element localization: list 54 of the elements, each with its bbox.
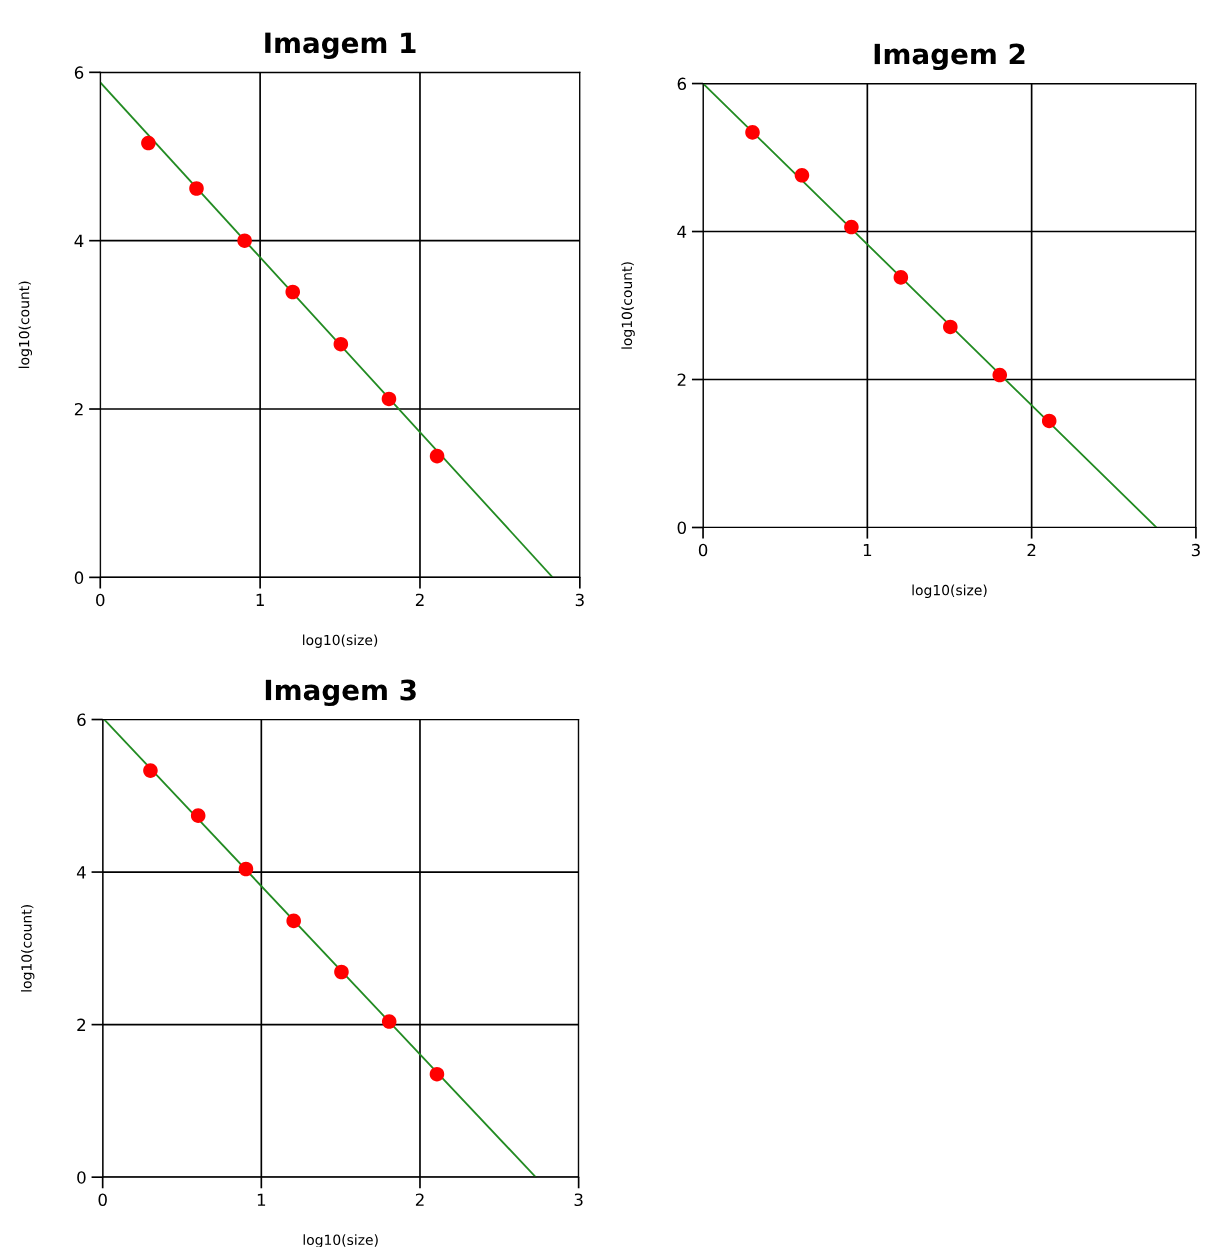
chart-title: Imagem 1	[265, 32, 416, 59]
y-tick-label: 6	[677, 77, 687, 91]
x-tick-label: 0	[98, 1193, 107, 1207]
chart-title: Imagem 2	[874, 43, 1025, 71]
y-tick-label: 2	[74, 402, 83, 416]
y-tick-label: 2	[77, 1018, 86, 1031]
point	[143, 763, 158, 778]
y-tick-label: 0	[677, 521, 686, 535]
point	[334, 964, 349, 980]
y-axis-title: log10(count)	[621, 262, 635, 349]
point	[381, 1014, 397, 1029]
point	[238, 861, 254, 877]
y-tick-label: 4	[677, 225, 687, 238]
point	[237, 233, 252, 248]
y-axis-title: log10(count)	[18, 281, 33, 368]
x-axis-title: log10(size)	[303, 634, 378, 648]
point	[992, 367, 1008, 383]
point	[429, 448, 445, 464]
point	[141, 135, 156, 151]
x-tick-label: 3	[574, 1193, 583, 1207]
point	[285, 284, 301, 300]
point	[381, 391, 397, 407]
x-tick-label: 0	[698, 543, 708, 557]
chart-title: Imagem 3	[265, 679, 416, 707]
y-tick-label: 4	[76, 866, 86, 879]
x-tick-label: 3	[1191, 543, 1200, 557]
y-axis-title: log10(count)	[21, 905, 35, 992]
point	[286, 913, 301, 929]
point	[893, 270, 909, 285]
x-tick-label: 1	[257, 1193, 266, 1206]
y-tick-label: 4	[74, 234, 84, 247]
point	[429, 1066, 445, 1082]
y-tick-label: 0	[77, 1171, 86, 1184]
x-tick-label: 2	[415, 1193, 424, 1206]
y-tick-label: 6	[74, 66, 84, 79]
y-tick-label: 6	[77, 713, 86, 727]
point	[333, 336, 349, 352]
point	[189, 181, 204, 196]
x-tick-label: 1	[256, 593, 264, 606]
x-tick-label: 3	[575, 593, 584, 607]
point	[794, 168, 810, 183]
x-tick-label: 2	[415, 593, 424, 606]
point	[190, 808, 206, 823]
x-axis-title: log10(size)	[303, 1234, 378, 1247]
point	[844, 219, 859, 235]
x-tick-label: 0	[96, 593, 105, 607]
x-tick-label: 2	[1027, 543, 1036, 557]
x-axis-title: log10(size)	[912, 584, 987, 599]
y-tick-label: 2	[677, 373, 686, 386]
point	[745, 125, 760, 140]
y-tick-label: 0	[74, 571, 84, 584]
x-tick-label: 1	[863, 543, 872, 557]
point	[1041, 413, 1057, 429]
point	[943, 319, 958, 335]
